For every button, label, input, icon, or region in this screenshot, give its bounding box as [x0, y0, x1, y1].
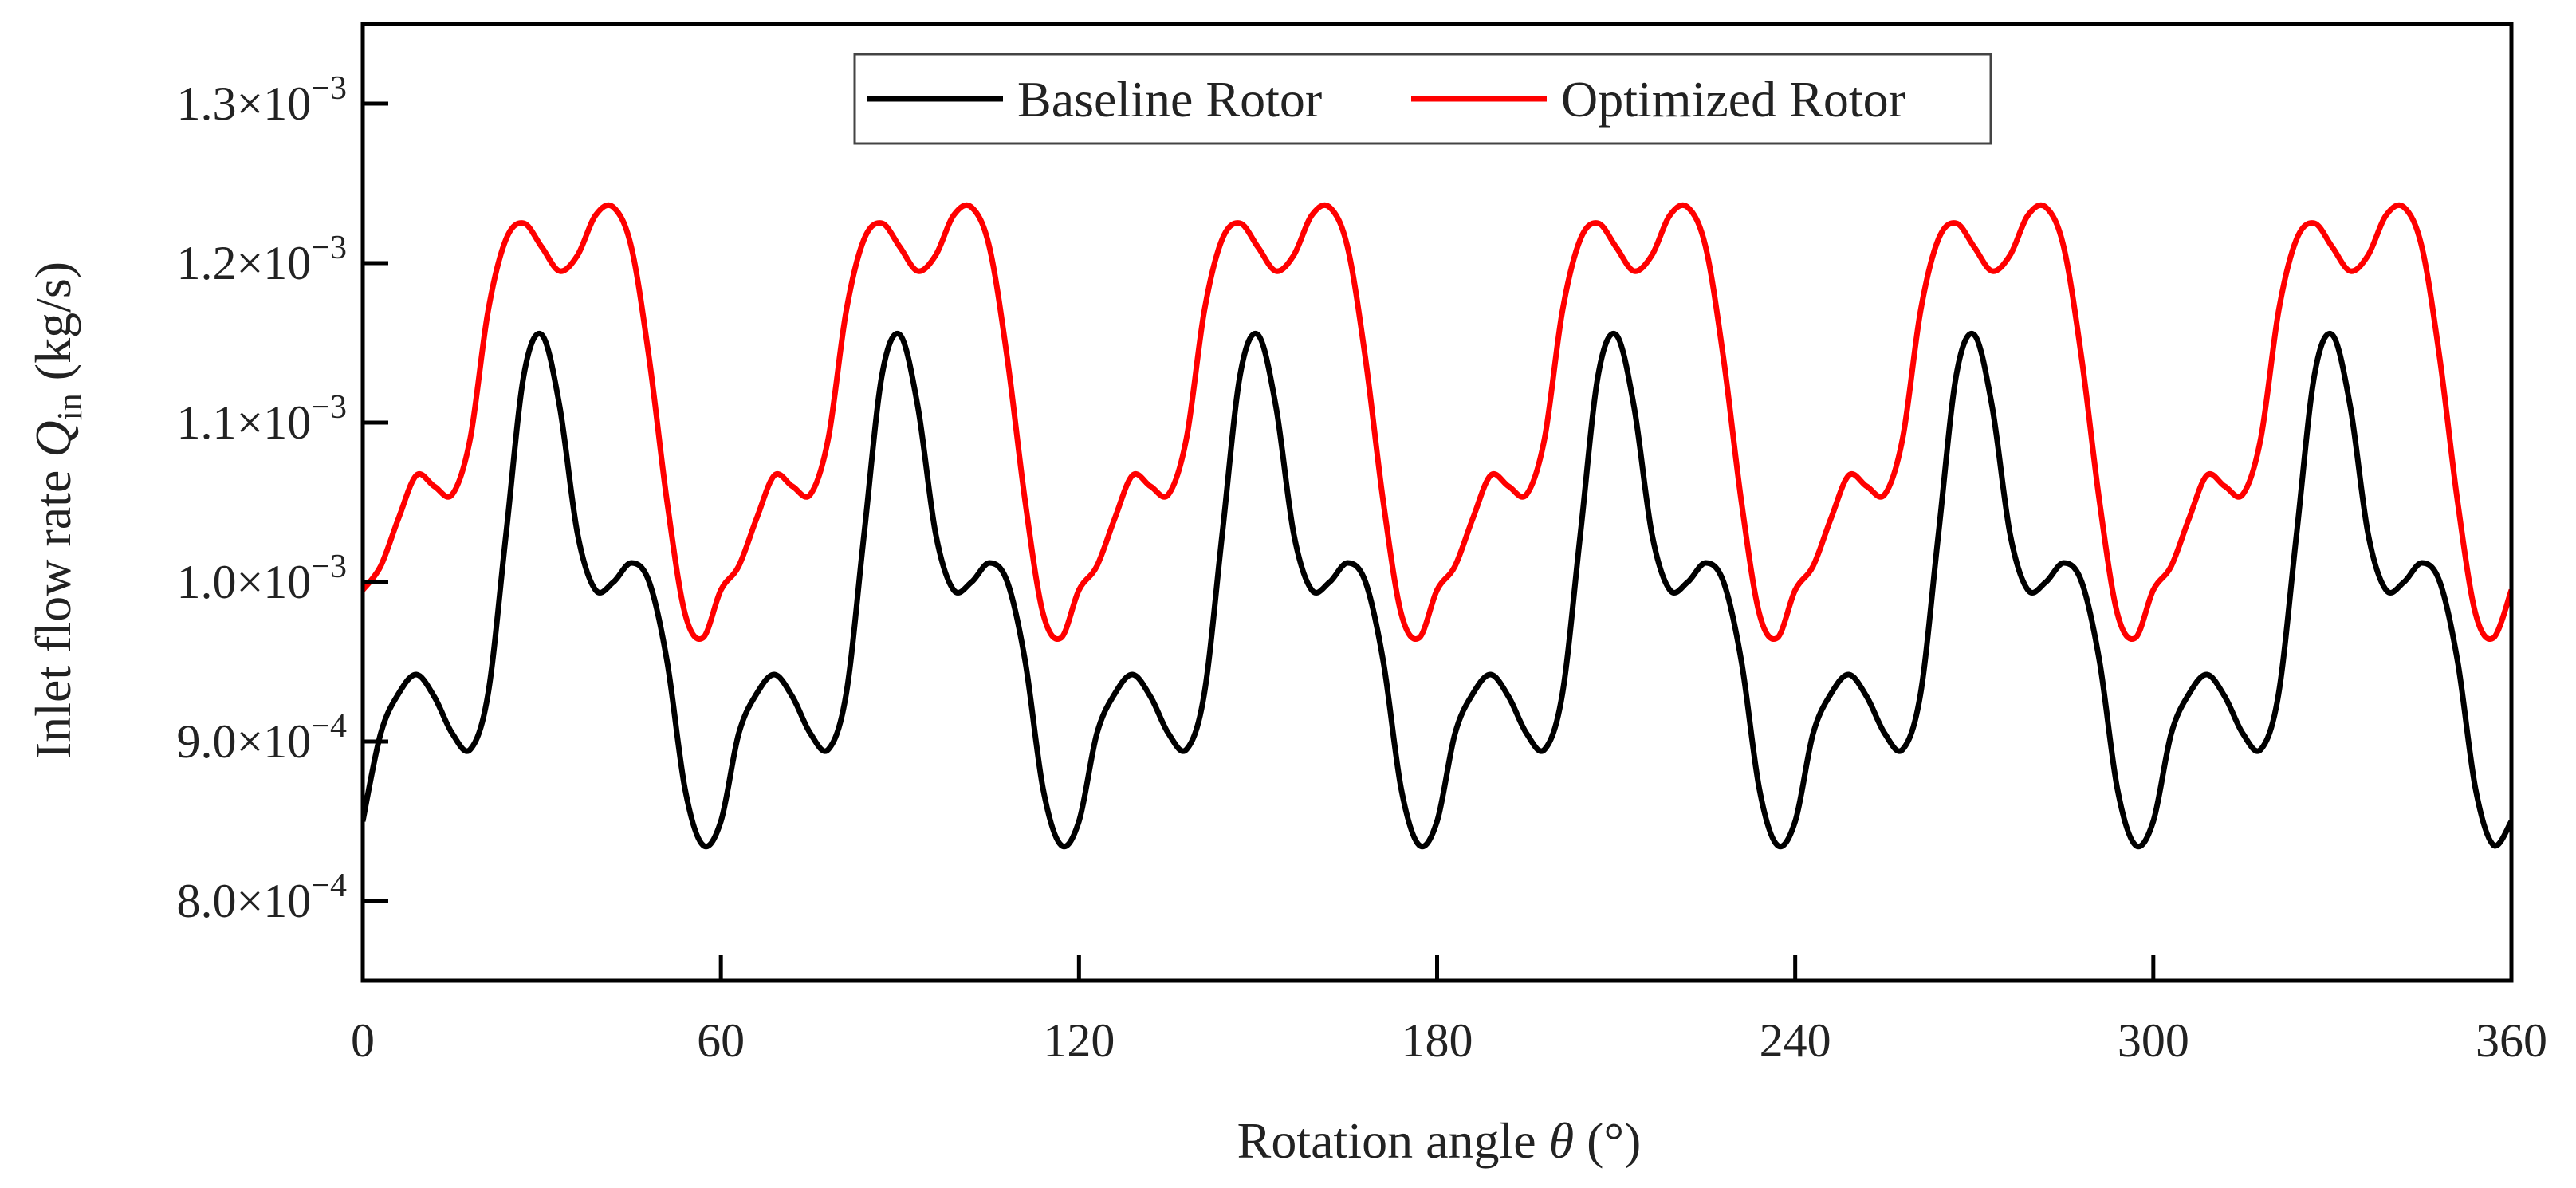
y-tick-label: 8.0×10−4 [176, 867, 347, 927]
legend-label-baseline: Baseline Rotor [1017, 71, 1322, 128]
series-baseline-rotor [363, 331, 2511, 850]
y-tick-label: 1.1×10−3 [176, 389, 347, 449]
x-tick-label: 180 [1402, 1014, 1473, 1067]
y-tick-label: 9.0×10−4 [176, 708, 347, 768]
y-tick-label: 1.0×10−3 [176, 549, 347, 608]
legend: Baseline Rotor Optimized Rotor [853, 53, 1992, 145]
x-tick-label: 360 [2476, 1014, 2547, 1067]
y-tick-label: 1.2×10−3 [176, 230, 347, 289]
x-axis-title: Rotation angle θ (°) [1237, 1112, 1642, 1169]
x-tick-label: 300 [2118, 1014, 2189, 1067]
x-tick-label: 60 [697, 1014, 745, 1067]
series-optimized-rotor [363, 202, 2511, 642]
legend-label-optimized: Optimized Rotor [1561, 71, 1905, 128]
x-tick-label: 0 [351, 1014, 375, 1067]
x-tick-label: 240 [1760, 1014, 1831, 1067]
x-tick-label: 120 [1043, 1014, 1115, 1067]
plot-content [363, 202, 2511, 850]
y-tick-label: 1.3×10−3 [176, 70, 347, 130]
y-axis-title: Inlet flow rate Qin (kg/s) [25, 262, 92, 759]
axes-layer: 0 60 120 180 240 300 360 8.0×10−4 9.0×10−4 1.0×10… [176, 22, 2547, 1067]
